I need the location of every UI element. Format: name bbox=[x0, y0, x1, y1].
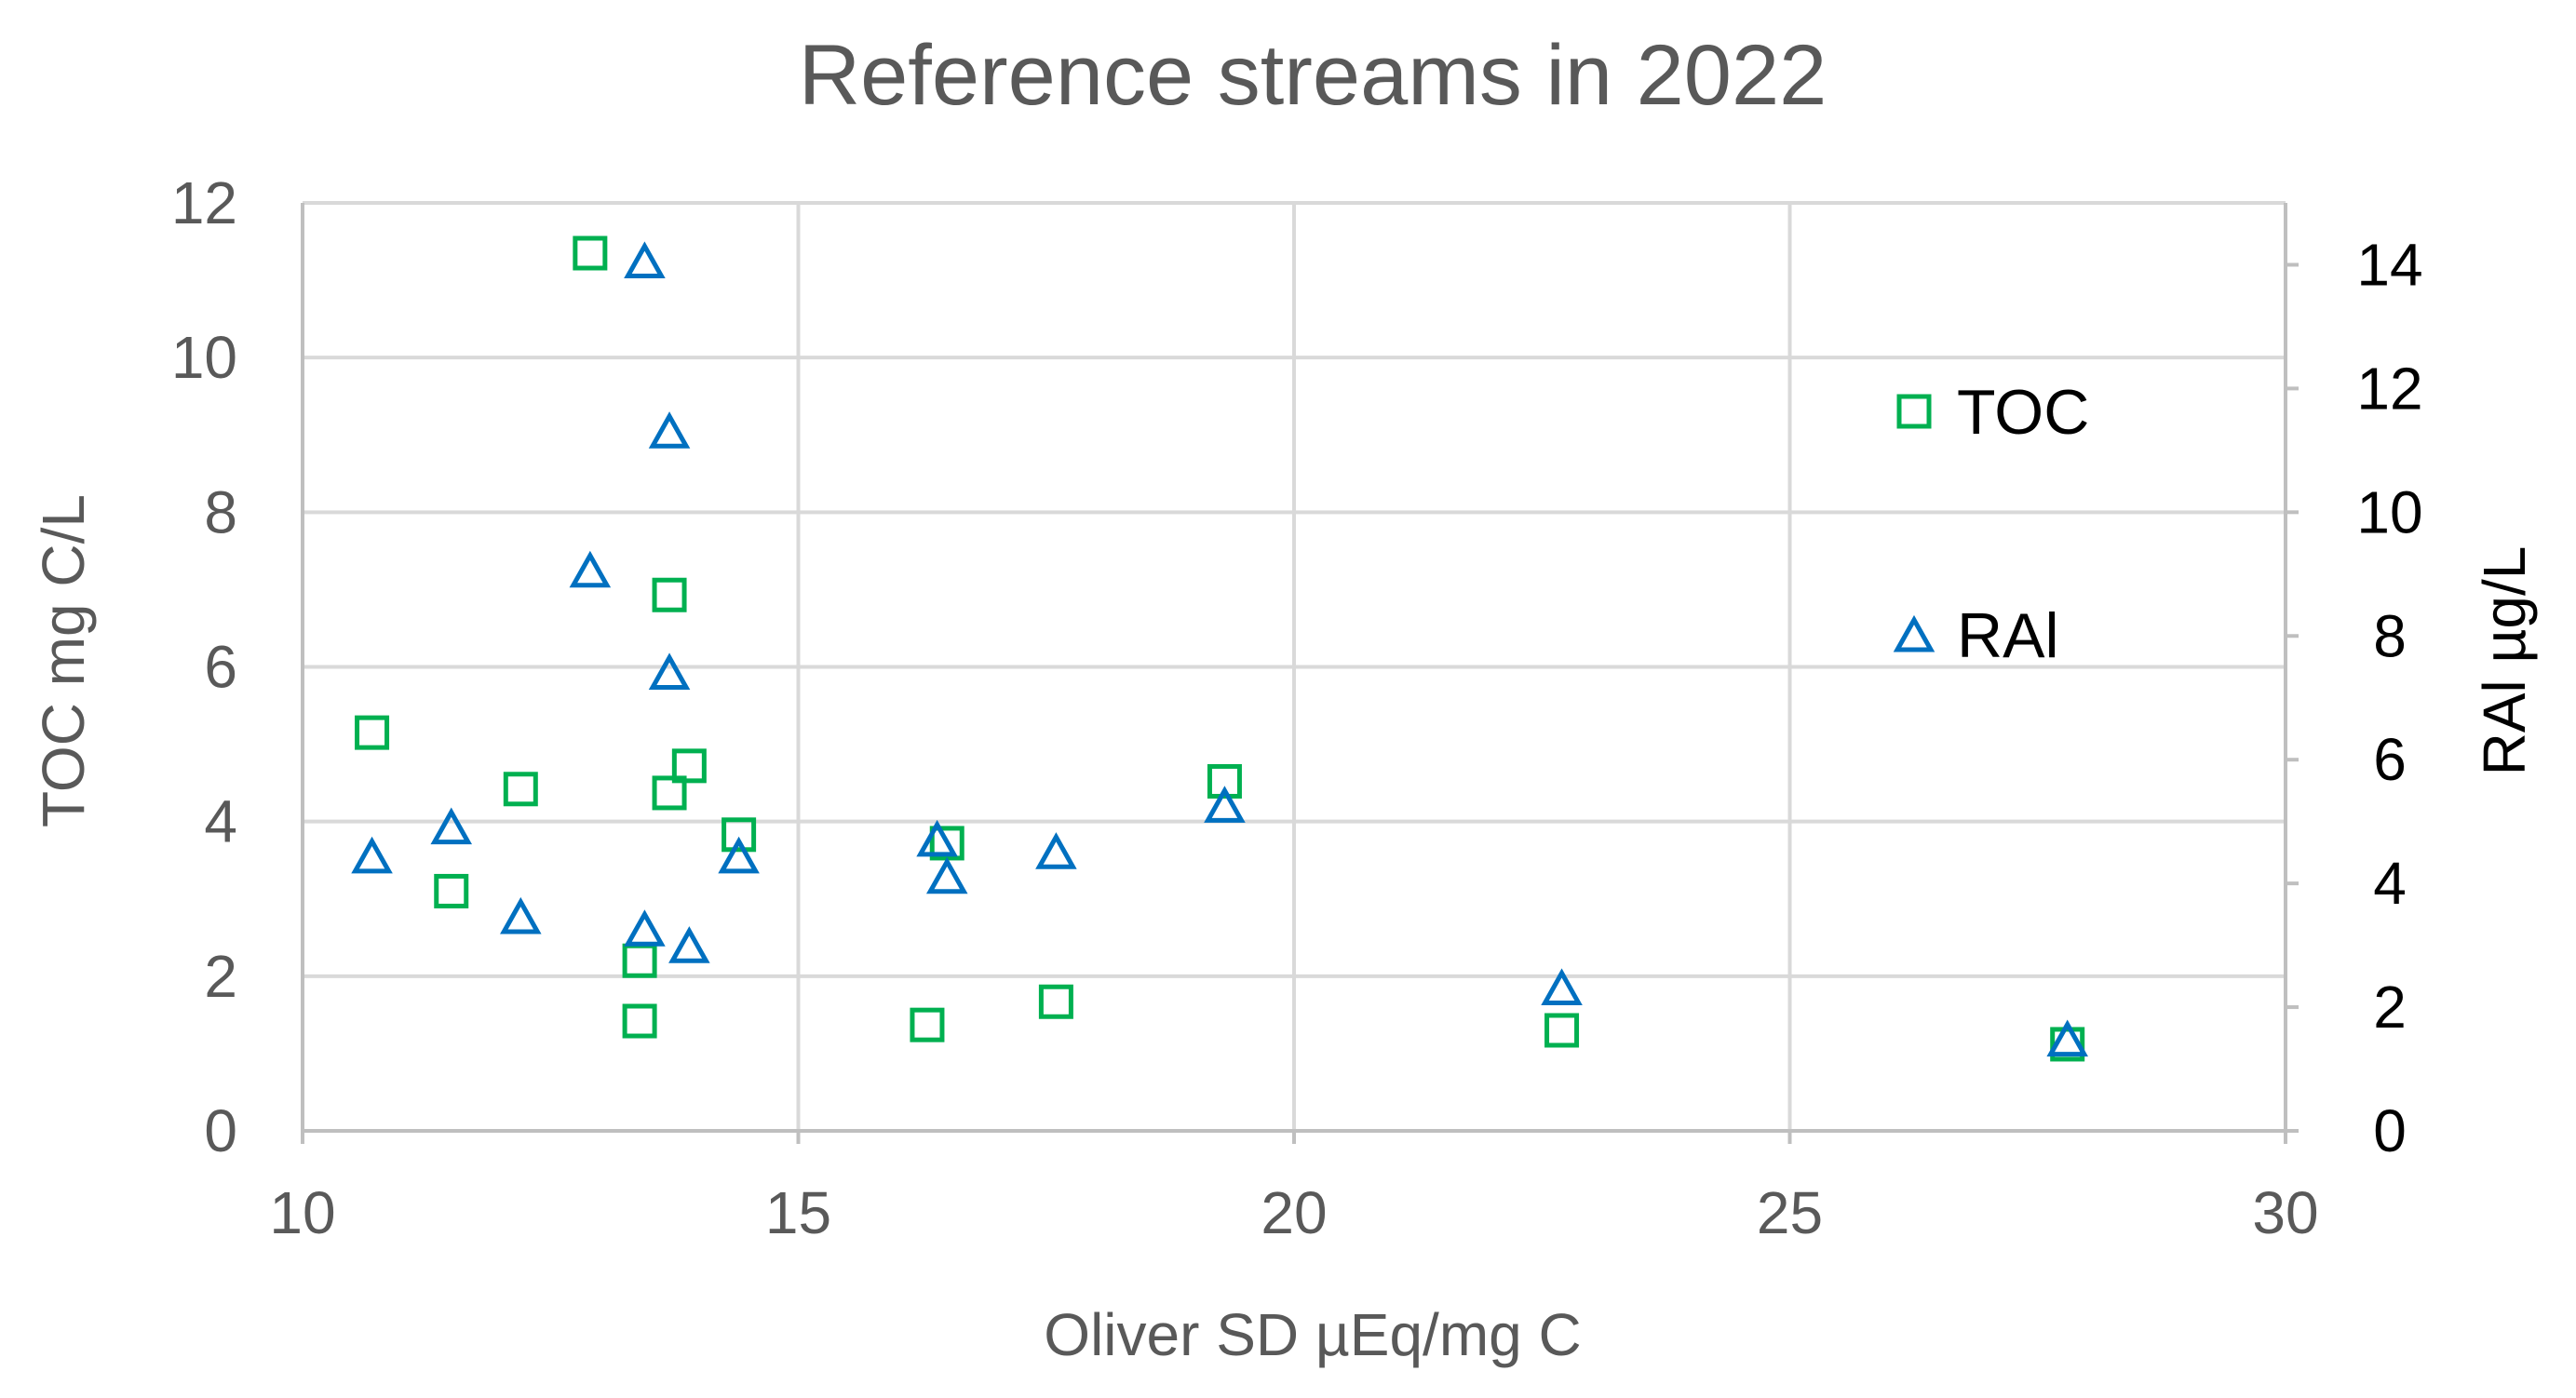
x-tick-label-4: 30 bbox=[2252, 1179, 2318, 1246]
x-tick-label-2: 20 bbox=[1261, 1179, 1327, 1246]
y2-tick-label-6: 12 bbox=[2356, 355, 2422, 422]
x-tick-label-1: 15 bbox=[765, 1179, 831, 1246]
y-tick-label-2: 4 bbox=[204, 788, 237, 855]
point-toc-1 bbox=[434, 873, 469, 908]
y2-tick-label-2: 4 bbox=[2373, 850, 2407, 917]
y-axis-title: TOC mg C/L bbox=[30, 494, 97, 827]
point-ral-7 bbox=[648, 652, 691, 690]
point-toc-15 bbox=[2050, 1027, 2085, 1062]
legend-item-ral: RAl bbox=[1893, 600, 2059, 671]
legend-label-ral: RAl bbox=[1957, 600, 2059, 671]
point-toc-4 bbox=[622, 943, 657, 978]
y-tick-label-6: 12 bbox=[171, 169, 237, 236]
x-tick-label-3: 25 bbox=[1757, 1179, 1823, 1246]
point-ral-2 bbox=[500, 896, 542, 934]
point-ral-3 bbox=[569, 550, 612, 588]
point-ral-12 bbox=[1035, 832, 1077, 869]
y-tick-label-0: 0 bbox=[204, 1097, 237, 1164]
point-toc-3 bbox=[573, 235, 608, 271]
point-toc-9 bbox=[722, 817, 757, 853]
y2-tick-label-1: 2 bbox=[2373, 974, 2407, 1041]
point-toc-5 bbox=[622, 1003, 657, 1039]
point-toc-14 bbox=[1544, 1013, 1580, 1048]
legend-marker-toc bbox=[1896, 394, 1932, 429]
point-toc-7 bbox=[652, 775, 687, 811]
tick-labels: 10 15 20 25 30 0 2 4 6 8 10 12 0 2 4 6 8 10 12 14 bbox=[171, 169, 2423, 1246]
y2-tick-label-5: 10 bbox=[2356, 478, 2422, 545]
legend-marker-ral bbox=[1893, 614, 1935, 652]
point-ral-8 bbox=[668, 926, 710, 963]
point-ral-15 bbox=[2046, 1019, 2088, 1057]
point-toc-2 bbox=[503, 772, 538, 807]
x-axis-title: Oliver SD µEq/mg C bbox=[1044, 1301, 1581, 1368]
point-ral-6 bbox=[648, 411, 691, 449]
series-toc bbox=[355, 235, 2085, 1062]
point-ral-10 bbox=[916, 819, 958, 857]
point-ral-11 bbox=[925, 856, 968, 894]
y-tick-label-3: 6 bbox=[204, 634, 237, 701]
point-toc-13 bbox=[1207, 763, 1242, 799]
point-toc-10 bbox=[910, 1007, 945, 1042]
y2-tick-label-3: 6 bbox=[2373, 726, 2407, 793]
y2-tick-label-0: 0 bbox=[2373, 1097, 2407, 1164]
y2-tick-label-7: 14 bbox=[2356, 231, 2422, 298]
chart-title: Reference streams in 2022 bbox=[799, 28, 1827, 123]
point-toc-8 bbox=[671, 748, 707, 784]
x-tick-label-0: 10 bbox=[269, 1179, 335, 1246]
axes bbox=[301, 203, 2299, 1144]
legend-item-toc: TOC bbox=[1896, 377, 2089, 448]
point-ral-14 bbox=[1541, 968, 1583, 1005]
y-tick-label-1: 2 bbox=[204, 943, 237, 1010]
y-tick-label-5: 10 bbox=[171, 324, 237, 391]
series-ral bbox=[351, 241, 2088, 1057]
data-points bbox=[351, 235, 2088, 1062]
point-toc-12 bbox=[1038, 984, 1073, 1019]
point-ral-9 bbox=[718, 836, 760, 874]
y-tick-label-4: 8 bbox=[204, 478, 237, 545]
point-toc-0 bbox=[355, 715, 390, 750]
point-toc-6 bbox=[652, 577, 687, 612]
y2-axis-title: RAl µg/L bbox=[2471, 546, 2538, 776]
point-ral-0 bbox=[351, 836, 393, 874]
y2-tick-label-4: 8 bbox=[2373, 602, 2407, 669]
point-ral-4 bbox=[624, 241, 666, 278]
point-ral-5 bbox=[624, 909, 666, 947]
legend: TOC RAl bbox=[1893, 377, 2089, 671]
legend-label-toc: TOC bbox=[1957, 377, 2089, 448]
point-ral-13 bbox=[1204, 786, 1246, 823]
point-ral-1 bbox=[430, 807, 473, 845]
